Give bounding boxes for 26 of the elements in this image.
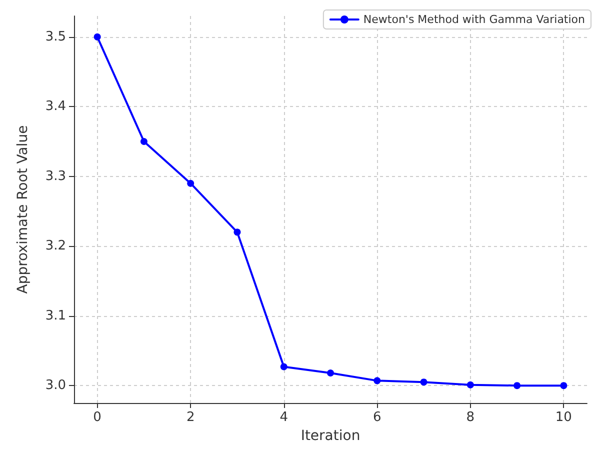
- point: [187, 180, 194, 187]
- x-axis-title: Iteration: [300, 428, 360, 444]
- legend-label: Newton's Method with Gamma Variation: [363, 13, 586, 26]
- x-tick-label: 0: [93, 410, 102, 425]
- point: [234, 228, 241, 236]
- point: [514, 382, 521, 390]
- y-tick-label: 3.4: [45, 99, 66, 114]
- point: [560, 382, 568, 390]
- point: [140, 138, 148, 146]
- y-tick-label: 3.1: [45, 308, 66, 324]
- point: [420, 378, 428, 386]
- point: [327, 370, 334, 377]
- point: [466, 381, 474, 388]
- x-tick-label: 4: [280, 410, 288, 425]
- x-tick-label: 8: [466, 410, 475, 425]
- point: [94, 33, 101, 40]
- y-axis-title: Approximate Root Value: [15, 125, 31, 294]
- x-tick-label: 10: [555, 410, 572, 425]
- y-tick-label: 3.2: [45, 238, 66, 254]
- y-tick-label: 3.5: [45, 29, 66, 44]
- point: [280, 363, 288, 370]
- y-tick-label: 3.0: [45, 378, 66, 394]
- x-tick-label: 2: [186, 410, 195, 425]
- y-tick-label: 3.3: [45, 168, 66, 184]
- x-tick-label: 6: [372, 410, 382, 425]
- point: [374, 377, 381, 384]
